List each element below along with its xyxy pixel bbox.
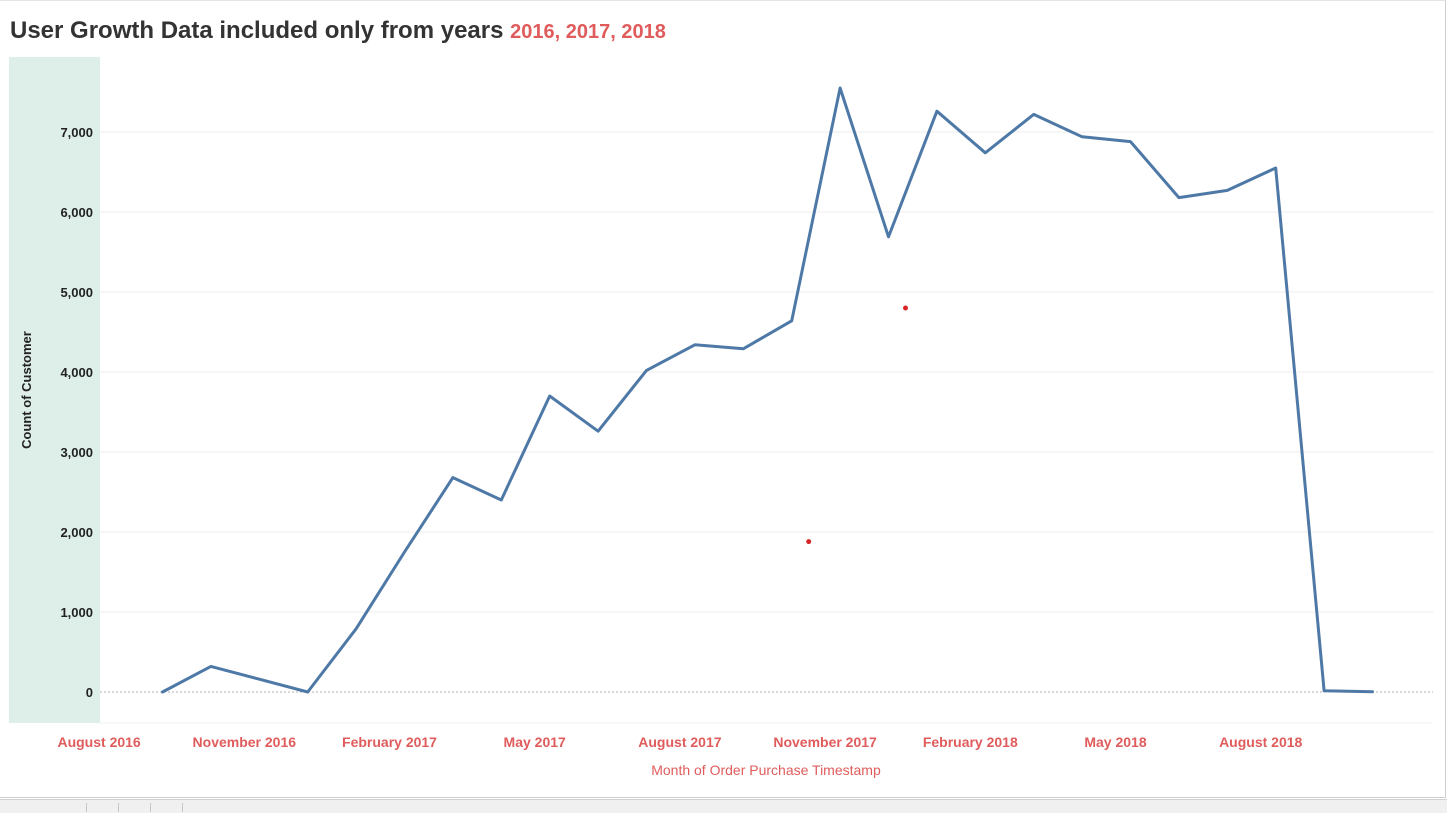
data-point — [354, 627, 358, 631]
data-point — [1177, 196, 1181, 200]
data-point — [1225, 188, 1229, 192]
x-tick-label: November 2016 — [193, 734, 297, 750]
outlier-point — [806, 539, 812, 545]
y-tick-label: 5,000 — [60, 285, 93, 300]
data-point — [741, 347, 745, 351]
data-point — [257, 677, 261, 681]
x-tick-label: November 2017 — [773, 734, 877, 750]
y-tick-label: 0 — [86, 685, 93, 700]
series-line — [161, 86, 1374, 694]
x-tick-label: August 2017 — [638, 734, 721, 750]
tab-separator — [182, 803, 183, 812]
data-point — [693, 343, 697, 347]
data-point — [935, 109, 939, 113]
tab-separator — [86, 803, 87, 812]
data-point — [499, 498, 503, 502]
x-axis-label: Month of Order Purchase Timestamp — [651, 762, 881, 778]
y-axis-ticks: 0 1,000 2,000 3,000 4,000 5,000 6,000 7,000 — [60, 125, 93, 700]
data-point — [1371, 690, 1375, 694]
y-tick-label: 2,000 — [60, 525, 93, 540]
data-point — [1129, 140, 1133, 144]
data-point — [161, 690, 165, 694]
y-tick-label: 4,000 — [60, 365, 93, 380]
data-point — [645, 368, 649, 372]
data-point — [209, 664, 213, 668]
gridlines — [100, 131, 1433, 724]
y-tick-label: 6,000 — [60, 205, 93, 220]
y-axis-label: Count of Customer — [19, 331, 34, 449]
tab-separator — [118, 803, 119, 812]
outlier-point — [903, 305, 908, 311]
data-point — [596, 429, 600, 433]
chart-title: User Growth Data included only from year… — [10, 17, 666, 45]
y-tick-label: 1,000 — [60, 605, 93, 620]
data-point — [887, 235, 891, 239]
x-tick-label: August 2018 — [1219, 734, 1302, 750]
tab-separator — [150, 803, 151, 812]
data-point — [1274, 166, 1278, 170]
x-tick-label: February 2018 — [923, 734, 1018, 750]
data-point — [1080, 135, 1084, 139]
y-axis-band — [9, 57, 100, 723]
sheet-tab-bar — [0, 799, 1447, 813]
data-point — [306, 690, 310, 694]
data-point — [838, 86, 842, 90]
title-main: User Growth Data included only from year… — [10, 17, 504, 44]
y-tick-label: 3,000 — [60, 445, 93, 460]
data-point — [1032, 112, 1036, 116]
x-tick-label: May 2017 — [504, 734, 566, 750]
data-point — [1322, 689, 1326, 693]
data-point — [451, 476, 455, 480]
data-point — [548, 394, 552, 398]
title-years: 2016, 2017, 2018 — [510, 21, 666, 43]
x-axis-ticks: August 2016 November 2016 February 2017 May… — [57, 734, 1302, 750]
x-tick-label: February 2017 — [342, 734, 437, 750]
data-point — [790, 319, 794, 323]
outlier-points — [806, 305, 908, 545]
x-tick-label: August 2016 — [57, 734, 140, 750]
series-points — [161, 86, 1375, 694]
x-tick-label: May 2018 — [1084, 734, 1146, 750]
data-point — [983, 151, 987, 155]
y-tick-label: 7,000 — [60, 125, 93, 140]
data-point — [403, 550, 407, 554]
